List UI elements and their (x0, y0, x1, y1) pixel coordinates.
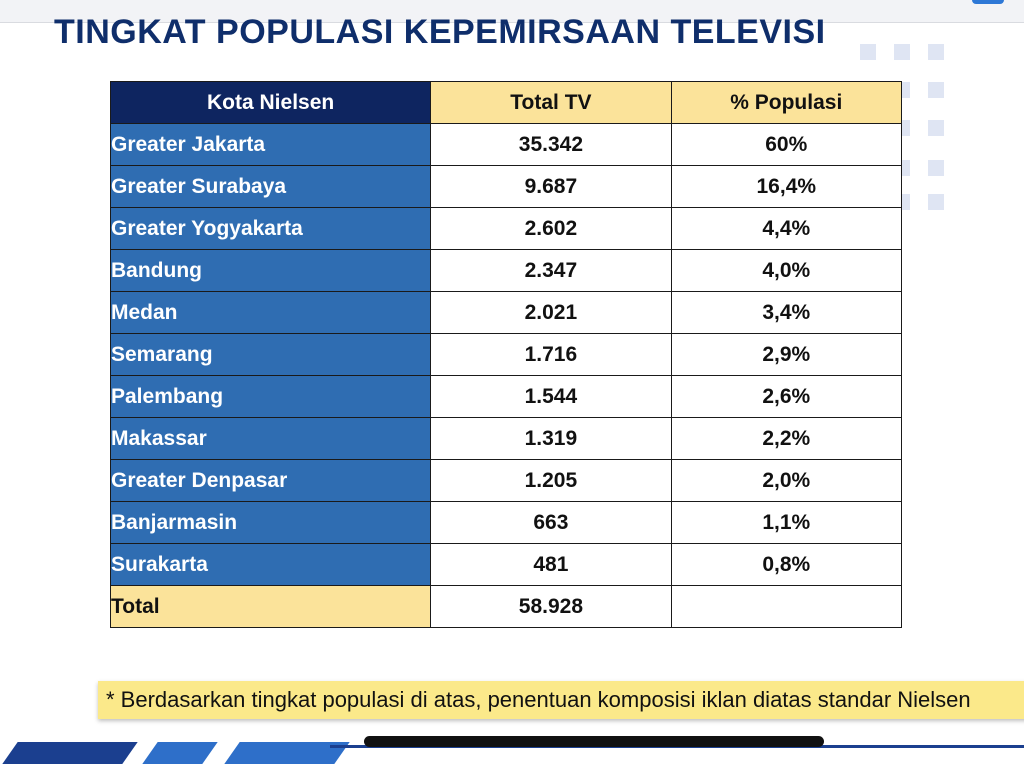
populasi-cell: 2,9% (670, 333, 903, 376)
total-tv-cell: 1.544 (430, 375, 672, 418)
city-cell: Bandung (109, 249, 432, 292)
table-row: Surakarta 481 0,8% (109, 543, 903, 586)
page-title: TINGKAT POPULASI KEPEMIRSAAN TELEVISI (54, 13, 826, 51)
table-row: Greater Surabaya 9.687 16,4% (109, 165, 903, 208)
total-tv-cell: 35.342 (430, 123, 672, 166)
populasi-cell: 4,0% (670, 249, 903, 292)
city-cell: Makassar (109, 417, 432, 460)
populasi-cell: 2,2% (670, 417, 903, 460)
table-row: Greater Denpasar 1.205 2,0% (109, 459, 903, 502)
city-cell: Greater Yogyakarta (109, 207, 432, 250)
city-cell: Surakarta (109, 543, 432, 586)
table-row: Greater Yogyakarta 2.602 4,4% (109, 207, 903, 250)
table-row: Makassar 1.319 2,2% (109, 417, 903, 460)
total-tv-cell: 2.602 (430, 207, 672, 250)
populasi-cell: 16,4% (670, 165, 903, 208)
total-tv-cell: 481 (430, 543, 672, 586)
populasi-cell: 1,1% (670, 501, 903, 544)
total-tv-cell: 2.021 (430, 291, 672, 334)
total-tv-cell: 2.347 (430, 249, 672, 292)
city-cell: Banjarmasin (109, 501, 432, 544)
table-row: Palembang 1.544 2,6% (109, 375, 903, 418)
top-pill-decoration (972, 0, 1004, 4)
population-table: Kota Nielsen Total TV % Populasi Greater… (109, 81, 903, 628)
populasi-cell: 60% (670, 123, 903, 166)
total-tv-cell: 1.319 (430, 417, 672, 460)
total-populasi-cell (670, 585, 903, 628)
total-tv-cell: 663 (430, 501, 672, 544)
bottom-stripe-decoration (2, 742, 138, 764)
city-cell: Greater Surabaya (109, 165, 432, 208)
total-tv-cell: 1.205 (430, 459, 672, 502)
populasi-cell: 0,8% (670, 543, 903, 586)
populasi-cell: 3,4% (670, 291, 903, 334)
header-total-tv: Total TV (430, 81, 672, 124)
city-cell: Greater Denpasar (109, 459, 432, 502)
populasi-cell: 2,0% (670, 459, 903, 502)
table-row: Banjarmasin 663 1,1% (109, 501, 903, 544)
city-cell: Palembang (109, 375, 432, 418)
home-indicator[interactable] (364, 736, 824, 747)
total-tv-cell: 9.687 (430, 165, 672, 208)
table-row: Bandung 2.347 4,0% (109, 249, 903, 292)
table-row: Greater Jakarta 35.342 60% (109, 123, 903, 166)
total-tv-sum-cell: 58.928 (430, 585, 672, 628)
city-cell: Semarang (109, 333, 432, 376)
footnote-banner: * Berdasarkan tingkat populasi di atas, … (98, 681, 1024, 719)
header-populasi: % Populasi (670, 81, 903, 124)
table-header-row: Kota Nielsen Total TV % Populasi (109, 81, 903, 124)
total-label-cell: Total (109, 585, 432, 628)
populasi-cell: 4,4% (670, 207, 903, 250)
city-cell: Greater Jakarta (109, 123, 432, 166)
total-tv-cell: 1.716 (430, 333, 672, 376)
populasi-cell: 2,6% (670, 375, 903, 418)
top-bar (0, 0, 1024, 23)
city-cell: Medan (109, 291, 432, 334)
table-row: Semarang 1.716 2,9% (109, 333, 903, 376)
header-kota-nielsen: Kota Nielsen (109, 81, 432, 124)
table-total-row: Total 58.928 (109, 585, 903, 628)
table-row: Medan 2.021 3,4% (109, 291, 903, 334)
